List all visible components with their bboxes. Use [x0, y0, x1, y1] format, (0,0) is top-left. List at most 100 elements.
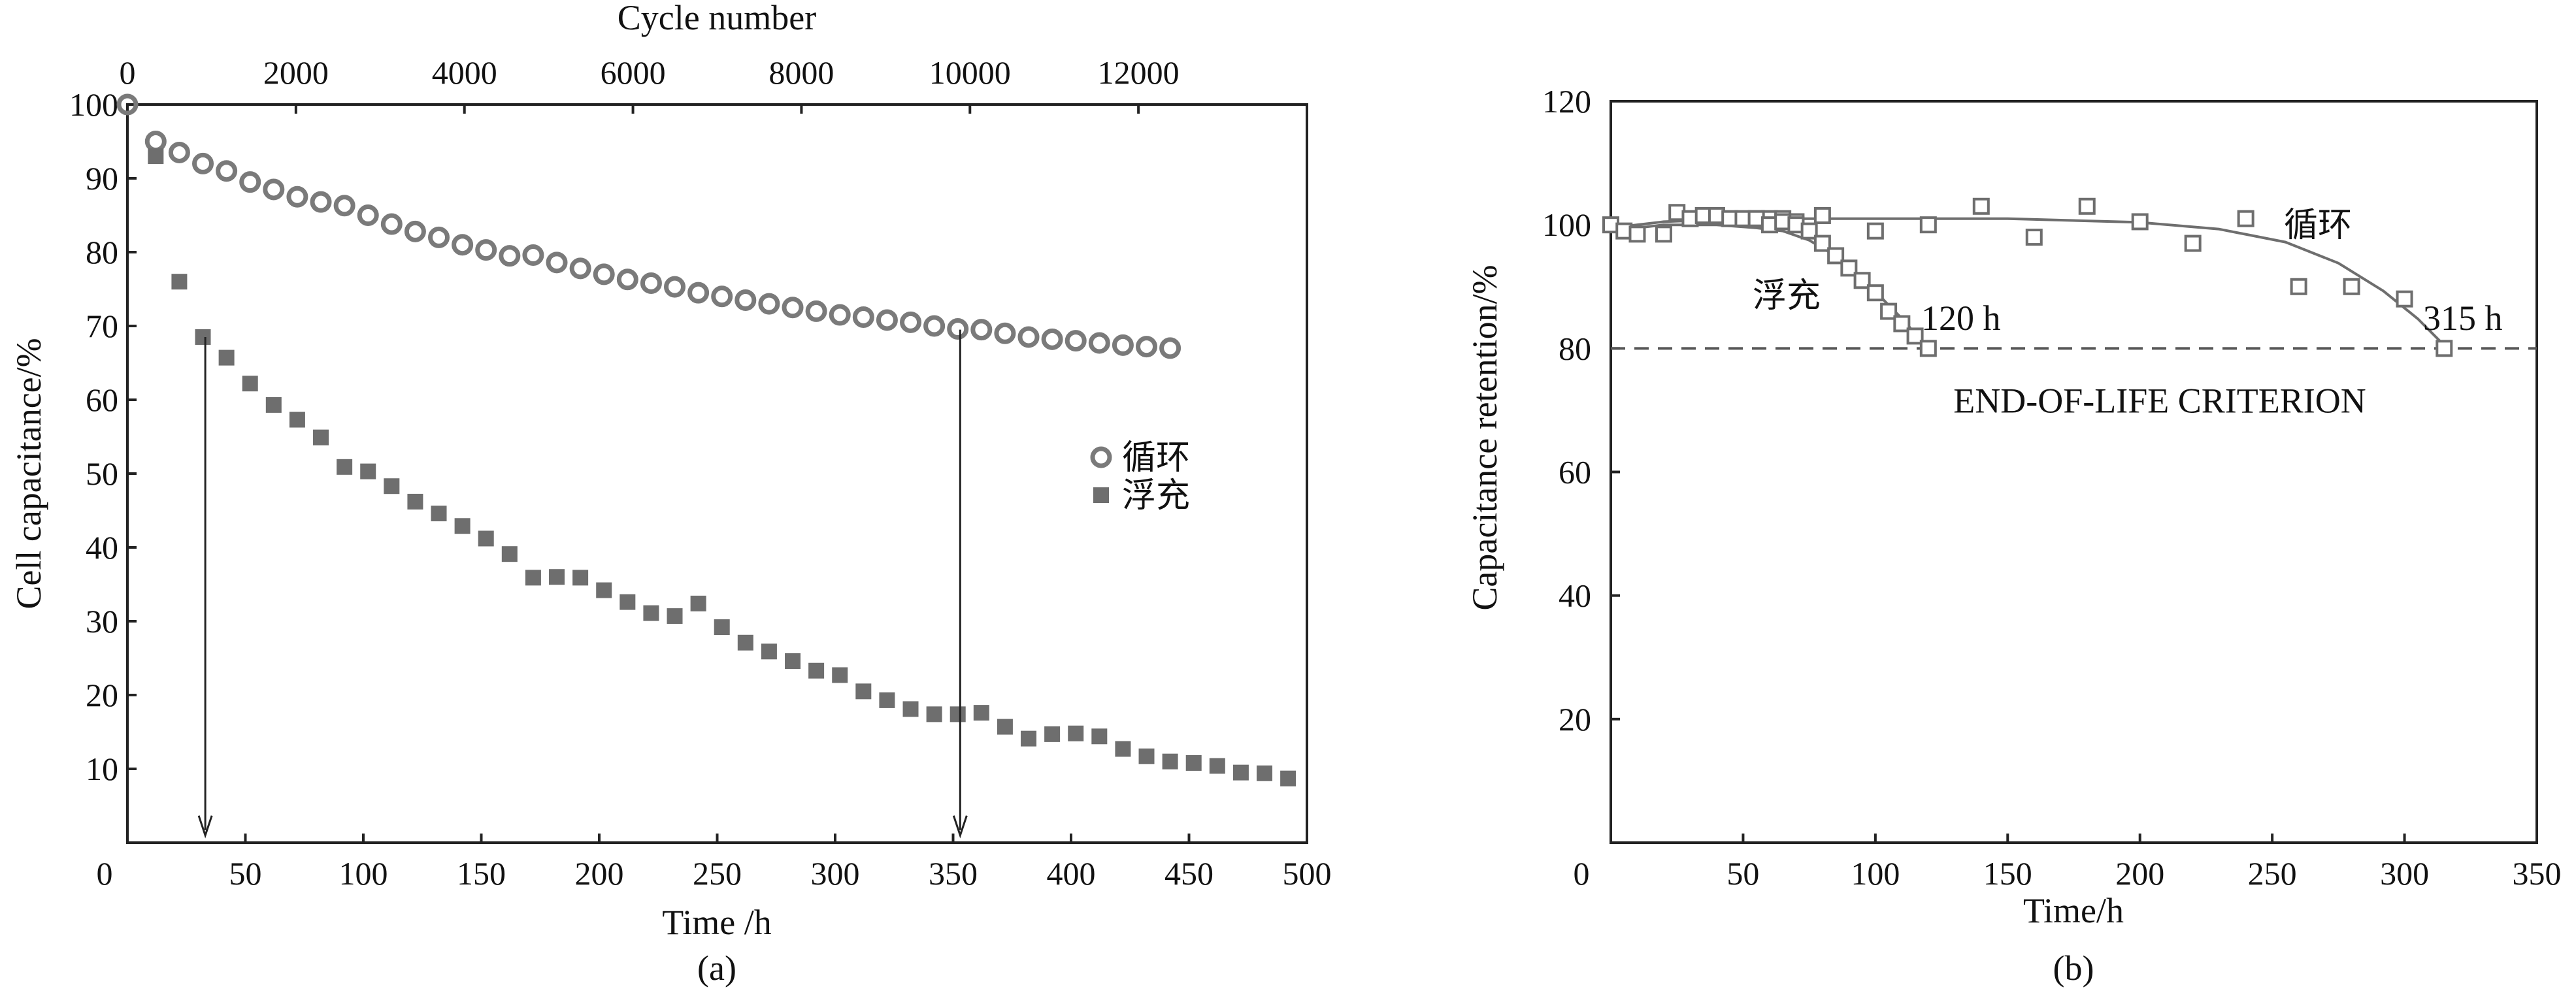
panel-a-top-tick-label: 0	[120, 54, 136, 91]
panel-b-data-point	[2343, 278, 2360, 295]
panel-a-float-point	[619, 594, 636, 610]
panel-a-top-tick-label: 10000	[929, 54, 1011, 91]
panel-a-x-tick-label: 250	[693, 855, 742, 892]
panel-a-top-tick-label: 8000	[768, 54, 834, 91]
panel-a-top-tick-label: 12000	[1098, 54, 1180, 91]
panel-b-data-point	[1893, 315, 1911, 332]
panel-a-top-axis-title: Cycle number	[618, 0, 816, 37]
panel-a-float-point	[218, 349, 235, 366]
panel-a-float-point	[313, 429, 329, 446]
panel-b-y-tick-label: 120	[1542, 83, 1591, 120]
panel-a-cycling-point	[1159, 337, 1181, 359]
panel-a-cycling-point	[116, 93, 139, 116]
panel-a-cycling-point	[239, 171, 261, 193]
panel-a-cycling-point	[664, 276, 686, 298]
panel-a-cycling-point	[475, 239, 497, 261]
panel-b-x-tick-label: 300	[2380, 855, 2429, 892]
panel-b-data-point	[1840, 259, 1858, 277]
panel-a-float-point	[690, 595, 706, 611]
panel-b-x-axis-title: Time/h	[2023, 891, 2124, 930]
panel-b-chart: 0 50 100 150 200 250 300 350 20 40 60 80 100 120 END-…	[1465, 83, 2562, 988]
panel-a-cycling-point	[216, 160, 238, 182]
panel-a-float-point	[431, 506, 447, 522]
panel-a-float-point	[1044, 726, 1061, 742]
panel-a-cycling-point	[192, 152, 214, 174]
panel-a-x-tick-label: 500	[1283, 855, 1332, 892]
panel-a-cycling-point	[1112, 334, 1134, 356]
panel-b-x-tick-label: 150	[1983, 855, 2032, 892]
panel-a-cycling-point	[569, 257, 591, 280]
panel-b-end-of-life-label: END-OF-LIFE CRITERION	[1953, 381, 2366, 420]
panel-b-data-point	[1906, 327, 1924, 345]
panel-b-data-point	[1866, 222, 1884, 240]
panel-a-float-point	[1232, 764, 1249, 781]
panel-a-float-point	[949, 706, 966, 722]
panel-a-cycling-point	[1136, 336, 1158, 358]
panel-a-x-tick-label: 300	[811, 855, 860, 892]
panel-b-caption: (b)	[2053, 948, 2094, 988]
panel-a-float-point	[1021, 730, 1037, 747]
panel-a-x-tick-label: 50	[229, 855, 262, 892]
panel-a-top-tick-label: 2000	[263, 54, 329, 91]
panel-a-cycling-point	[499, 245, 521, 267]
panel-a-float-point	[926, 706, 942, 722]
panel-a-float-point	[855, 683, 872, 700]
panel-a-float-point	[525, 570, 541, 586]
panel-a-x-tick-label: 350	[929, 855, 978, 892]
panel-a-y-tick-label: 20	[86, 677, 118, 713]
panel-b-data-point	[2290, 278, 2307, 295]
panel-a-cycling-point	[428, 226, 450, 248]
panel-a-legend-cycling-label: 循环	[1122, 438, 1190, 478]
panel-b-series-label-float: 浮充	[1753, 276, 1821, 316]
panel-b-data-point	[1853, 272, 1871, 289]
panel-a-float-point	[1162, 753, 1178, 770]
panel-a-y-tick-label: 70	[86, 308, 118, 344]
panel-b-y-tick-label: 80	[1559, 330, 1591, 366]
panel-a-x-tick-label: 450	[1164, 855, 1214, 892]
panel-a-y-tick-label: 50	[86, 455, 118, 492]
panel-a-y-tick-label: 90	[86, 160, 118, 197]
panel-a-cycling-point	[452, 234, 474, 256]
panel-a-float-point	[337, 459, 353, 475]
panel-a-x-tick-label: 400	[1047, 855, 1096, 892]
panel-a-float-point	[148, 148, 164, 165]
panel-a-cycling-point	[923, 315, 946, 337]
panel-a-float-point	[714, 619, 730, 636]
panel-a-cycling-point	[640, 272, 662, 294]
panel-a-caption: (a)	[697, 948, 736, 988]
panel-a-float-point	[973, 705, 989, 721]
panel-a-cycling-point	[687, 282, 710, 304]
panel-a-float-point	[384, 478, 400, 494]
panel-a-legend-cycling-marker	[1090, 446, 1112, 468]
panel-a-cycling-point	[168, 141, 190, 163]
panel-b-x-tick-label: 100	[1851, 855, 1900, 892]
panel-a-cycling-point	[404, 220, 426, 242]
panel-a-cycling-point	[546, 251, 568, 274]
panel-b-data-point	[1813, 235, 1831, 252]
panel-b-y-tick-label: 40	[1559, 577, 1591, 614]
panel-b-data-point	[2237, 210, 2254, 227]
panel-a-float-point	[808, 662, 825, 679]
panel-a-float-point	[1185, 754, 1202, 771]
panel-a-x-tick-label: 200	[575, 855, 624, 892]
panel-b-x-tick-label: 0	[1574, 855, 1590, 892]
panel-b-data-point	[1813, 206, 1831, 224]
panel-a-top-tick-label: 4000	[432, 54, 497, 91]
panel-a-float-point	[195, 329, 211, 345]
panel-a-cycling-point	[144, 131, 167, 152]
panel-b-data-point	[1866, 284, 1884, 302]
panel-b-series-label-cycling: 循环	[2284, 206, 2352, 245]
panel-a-arrow-head	[952, 815, 968, 839]
panel-b-x-tick-label: 350	[2513, 855, 2562, 892]
panel-a-cycling-point	[1017, 326, 1040, 348]
panel-a-cycling-point	[735, 289, 757, 311]
panel-a-float-point	[997, 719, 1013, 735]
panel-a-float-point	[902, 701, 919, 717]
panel-b-y-axis-title: Capacitance retention/%	[1465, 265, 1504, 610]
panel-a-x-tick-label: 100	[339, 855, 388, 892]
panel-b-data-point	[1972, 197, 1990, 215]
panel-a-cycling-point	[829, 304, 851, 326]
panel-b-data-point	[2396, 290, 2413, 308]
panel-a-float-point	[643, 605, 659, 621]
